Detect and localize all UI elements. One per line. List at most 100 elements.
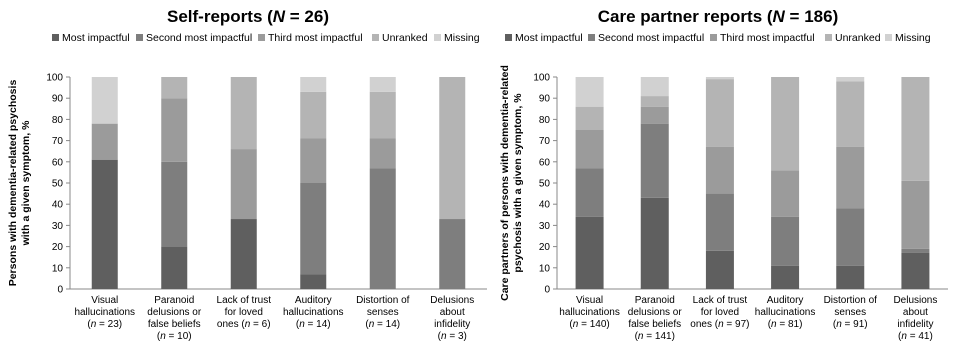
bar-segment: [771, 216, 800, 266]
category-label-line: Auditory: [767, 295, 804, 306]
y-tick-label: 100: [533, 73, 550, 84]
bar-segment: [901, 252, 930, 289]
y-tick-label: 100: [46, 73, 63, 84]
category-label-line: about: [440, 307, 465, 318]
bar-segment: [901, 180, 930, 249]
y-tick-label: 0: [57, 285, 63, 296]
chart-title-prefix: Care partner reports (: [598, 7, 773, 26]
bar-stack: [439, 77, 466, 289]
chart-title-prefix: Self-reports (: [167, 7, 273, 26]
category-n-italic: n: [638, 331, 644, 342]
legend: Most impactful Second most impactful Third…: [52, 32, 480, 44]
category-label-line: about: [903, 307, 928, 318]
category-n-prefix: (: [157, 331, 161, 342]
chart-title-n: N: [273, 7, 286, 26]
y-tick-label: 70: [539, 136, 551, 147]
bar-stack: [91, 77, 118, 289]
bar-segment: [836, 77, 865, 82]
category-n-italic: n: [299, 319, 305, 330]
category-label-line: Lack of trust: [693, 295, 748, 306]
category-n-label: (n = 23): [87, 319, 122, 330]
bar-segment: [300, 138, 327, 183]
chart-title-suffix: = 186): [785, 7, 838, 26]
legend-label: Unranked: [382, 32, 428, 44]
category-n-suffix: = 6): [250, 319, 270, 330]
bar-segment: [705, 77, 734, 80]
legend-swatch: [885, 34, 892, 41]
bar-segment: [369, 168, 396, 289]
legend-label: Missing: [444, 32, 480, 44]
legend-label: Unranked: [835, 32, 881, 44]
legend-swatch: [434, 34, 441, 41]
bar-segment: [575, 168, 604, 217]
y-axis-label-line-2: with a given symptom, %: [20, 120, 32, 247]
category-label-line: hallucinations: [283, 307, 344, 318]
category-label-line: Delusions: [893, 295, 937, 306]
category-n-prefix: (: [833, 319, 837, 330]
category-n-italic: n: [441, 331, 447, 342]
category-n-suffix: = 91): [842, 319, 868, 330]
y-tick-label: 10: [539, 263, 551, 274]
category-n-label: (n = 10): [157, 331, 192, 342]
category-n-italic: n: [160, 331, 166, 342]
category-label-line: for loved: [225, 307, 263, 318]
category-label-line: Delusions: [430, 295, 474, 306]
bar-segment: [439, 77, 466, 220]
bar-segment: [640, 96, 669, 107]
category-n-prefix: (: [365, 319, 369, 330]
category-n-prefix: (: [569, 319, 573, 330]
chart-title: Care partner reports (N = 186): [598, 7, 838, 26]
category-label-line: senses: [367, 307, 399, 318]
category-label-line: hallucinations: [74, 307, 135, 318]
bar-stack: [771, 77, 800, 289]
legend-label: Second most impactful: [598, 32, 704, 44]
y-tick-label: 20: [539, 242, 551, 253]
bar-segment: [91, 77, 118, 124]
bar-stack: [575, 77, 604, 289]
y-tick-label: 90: [52, 94, 64, 105]
y-tick-label: 80: [52, 115, 64, 126]
bar-stack: [300, 77, 327, 289]
category-label-line: infidelity: [897, 319, 933, 330]
category-label-line: infidelity: [434, 319, 470, 330]
bar-segment: [575, 216, 604, 289]
category-n-suffix: = 14): [305, 319, 331, 330]
category-n-italic: n: [573, 319, 579, 330]
bar-stack: [640, 77, 669, 289]
category-label-line: Visual: [91, 295, 118, 306]
category-n-italic: n: [836, 319, 842, 330]
category-n-label: (n = 3): [438, 331, 467, 342]
legend: Most impactful Second most impactful Third…: [505, 32, 931, 44]
legend-label: Third most impactful: [268, 32, 363, 44]
bar-segment: [901, 248, 930, 253]
bar-segment: [836, 81, 865, 147]
bar-segment: [161, 98, 188, 162]
bar-segment: [91, 159, 118, 289]
legend-swatch: [52, 34, 59, 41]
chart-panel-care-partner-reports: Care partner reports (N = 186) Most impac…: [499, 7, 948, 342]
legend-swatch: [372, 34, 379, 41]
category-n-suffix: = 10): [166, 331, 192, 342]
bar-segment: [771, 77, 800, 171]
bar-stack: [369, 77, 396, 289]
category-label-line: for loved: [701, 307, 739, 318]
bar-segment: [705, 146, 734, 194]
bar-segment: [300, 274, 327, 289]
category-n-prefix: (: [241, 319, 245, 330]
category-n-italic: n: [718, 319, 724, 330]
bar-segment: [901, 77, 930, 181]
bar-segment: [640, 77, 669, 97]
chart-title: Self-reports (N = 26): [167, 7, 329, 26]
bar-segment: [369, 138, 396, 169]
y-tick-label: 80: [539, 115, 551, 126]
category-n-label: (n = 14): [365, 319, 400, 330]
legend-label: Most impactful: [515, 32, 583, 44]
category-label-line: Lack of trust: [217, 295, 272, 306]
y-tick-label: 20: [52, 242, 64, 253]
category-n-suffix: = 97): [724, 319, 750, 330]
category-n-label: (n = 14): [296, 319, 331, 330]
chart-title-n: N: [773, 7, 786, 26]
category-n-suffix: = 81): [777, 319, 803, 330]
legend-label: Most impactful: [62, 32, 130, 44]
